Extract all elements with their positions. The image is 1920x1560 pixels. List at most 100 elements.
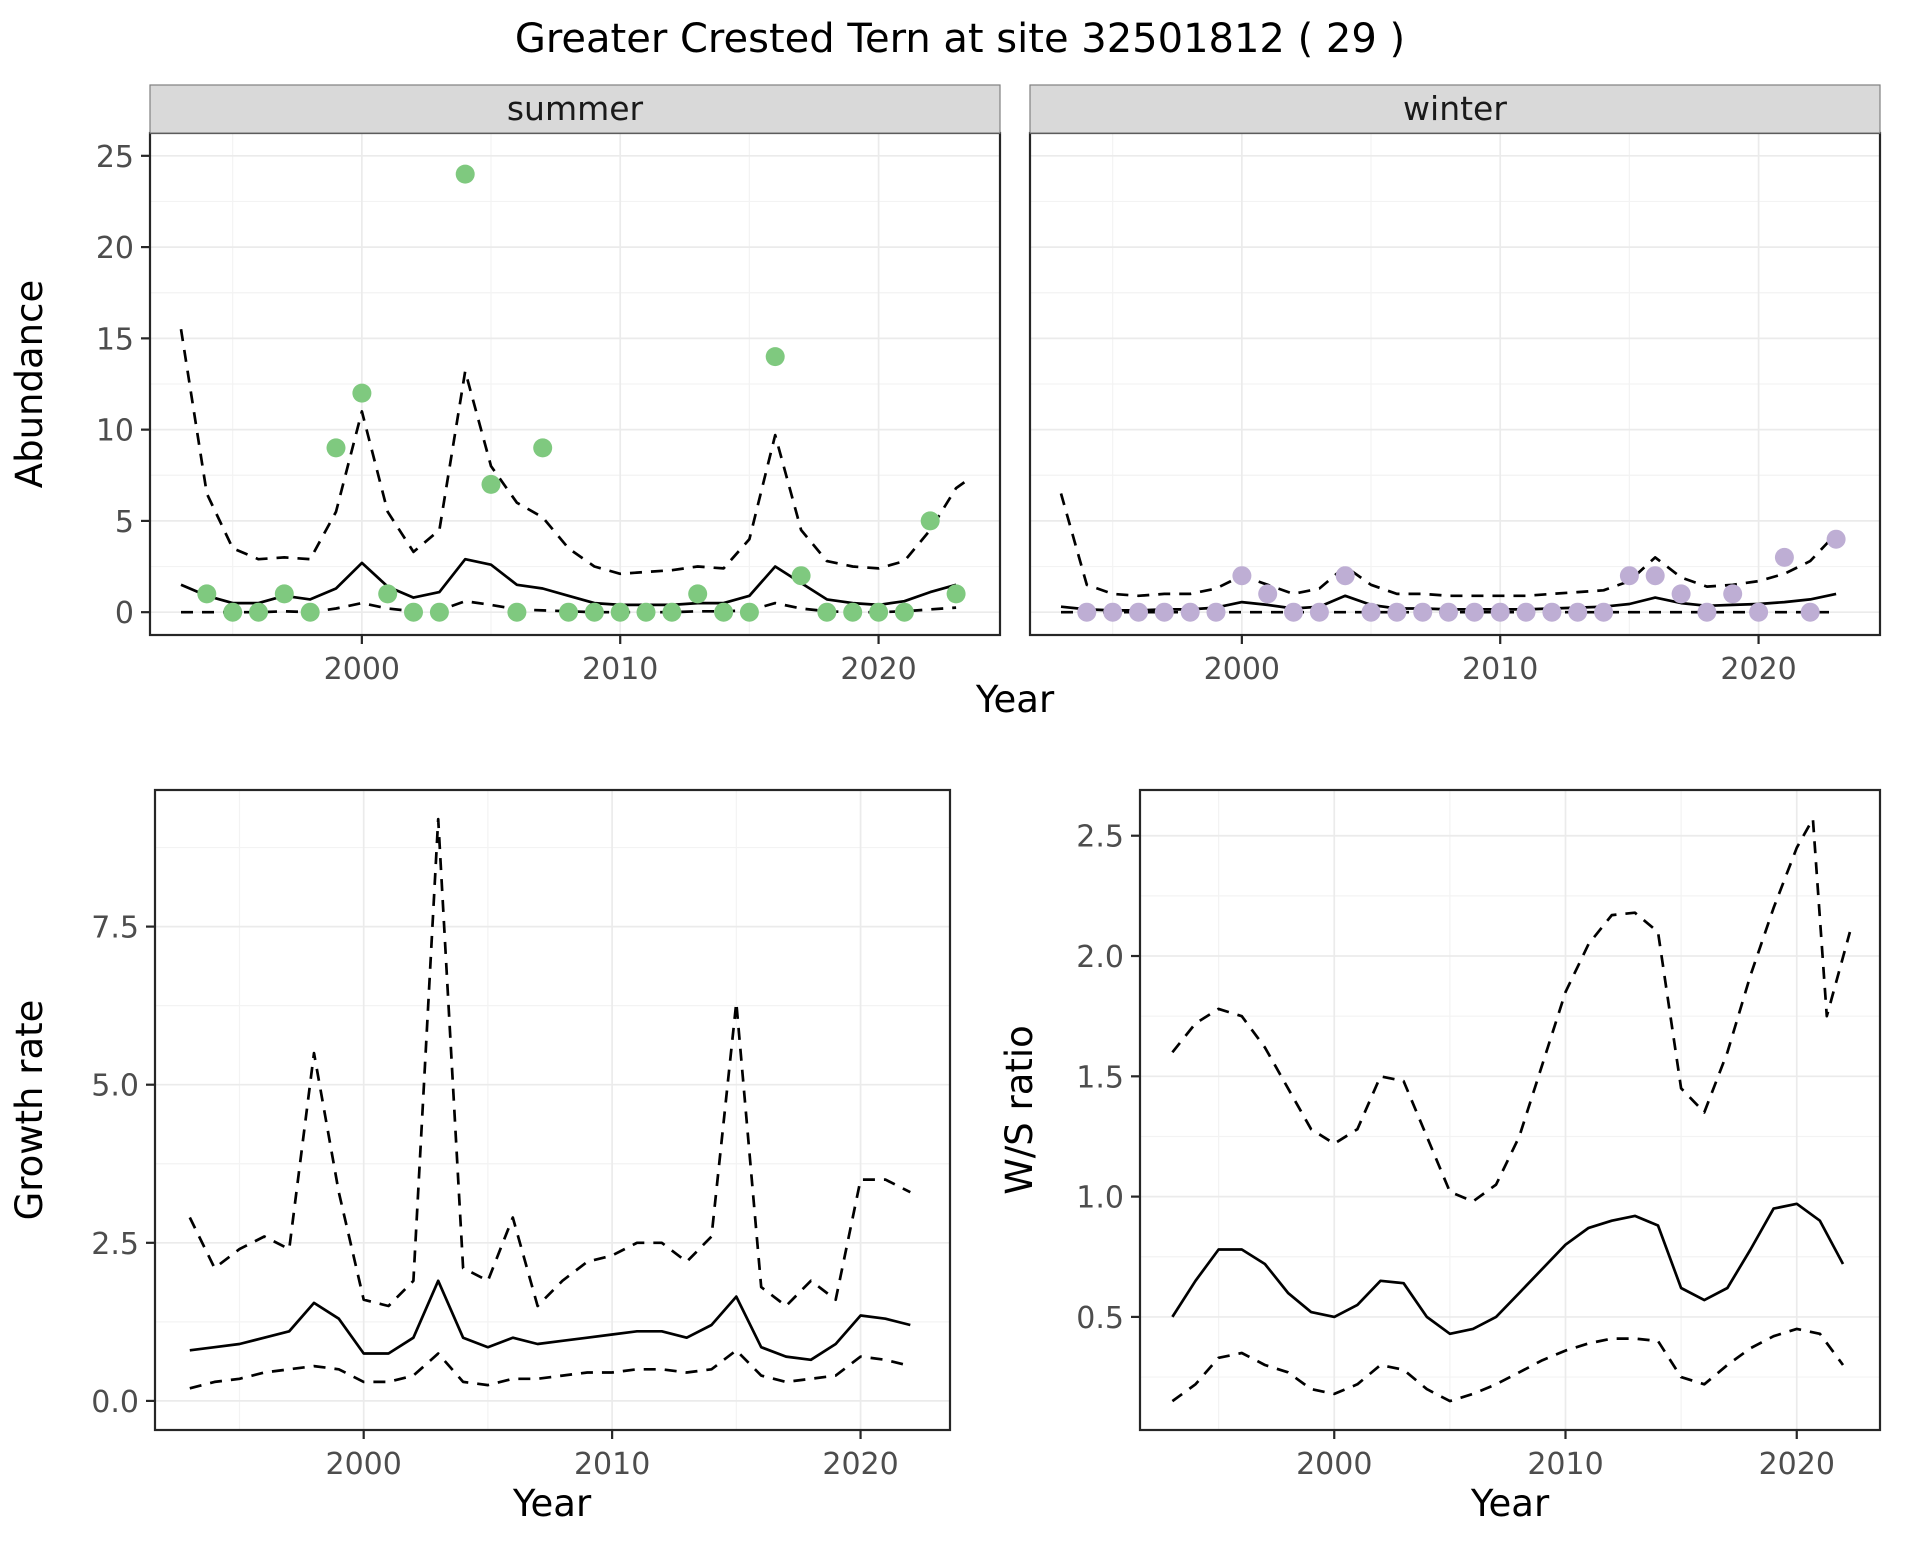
- ci-upper-line: [1059, 493, 1838, 598]
- panel-background: [155, 790, 950, 1430]
- data-point: [1619, 566, 1639, 586]
- data-point: [610, 602, 630, 622]
- data-point: [429, 602, 449, 622]
- x-tick-label: 2000: [326, 1447, 402, 1482]
- data-point: [714, 602, 734, 622]
- data-point: [1439, 602, 1458, 622]
- data-point: [1309, 602, 1329, 622]
- x-tick-label: 2000: [324, 652, 400, 687]
- data-point: [481, 474, 501, 494]
- data-point: [533, 438, 553, 458]
- data-point: [636, 602, 656, 622]
- observations: [197, 164, 966, 622]
- y-tick-label: 2.5: [1076, 820, 1124, 855]
- x-tick-label: 2020: [822, 1447, 898, 1482]
- x-tick-label: 2010: [574, 1447, 650, 1482]
- data-point: [559, 602, 578, 622]
- data-point: [662, 602, 682, 622]
- data-point: [300, 602, 320, 622]
- panel-summer: summer 2000 2010 2020 0 5 10 15 20 25: [96, 84, 1002, 687]
- series-group: [179, 164, 973, 622]
- panel: 2000 2010 2020 0.5 1.0 1.5 2.0 2.5: [1076, 788, 1882, 1482]
- data-point: [894, 602, 914, 622]
- series-group: [188, 817, 911, 1390]
- data-point: [197, 584, 217, 604]
- y-axis-label: Abundance: [8, 280, 51, 488]
- x-axis-label: Year: [512, 1482, 592, 1525]
- data-point: [1490, 602, 1510, 622]
- y-tick-label: 7.5: [91, 911, 139, 946]
- data-point: [1723, 584, 1743, 604]
- data-point: [739, 602, 759, 622]
- y-tick-label: 2.0: [1076, 940, 1124, 975]
- data-point: [1284, 602, 1303, 622]
- fit-line: [1171, 1202, 1845, 1336]
- facet-strip: [149, 84, 1001, 134]
- y-tick-label: 1.5: [1076, 1060, 1124, 1095]
- data-point: [1671, 584, 1691, 604]
- facet-strip-label: summer: [507, 89, 644, 128]
- y-tick-label: 0.0: [91, 1385, 139, 1420]
- y-tick-label: 25: [96, 140, 134, 175]
- data-point: [920, 511, 940, 531]
- data-point: [1154, 602, 1174, 622]
- ci-upper-line: [1171, 817, 1852, 1203]
- x-tick-label: 2000: [1204, 652, 1280, 687]
- data-point: [223, 602, 243, 622]
- data-point: [455, 164, 475, 184]
- data-point: [352, 383, 372, 403]
- figure-title: Greater Crested Tern at site 32501812 ( …: [515, 16, 1405, 62]
- y-tick-label: 1.0: [1076, 1181, 1124, 1216]
- ci-lower-line: [189, 1348, 911, 1390]
- observations: [1077, 529, 1846, 622]
- data-point: [765, 347, 785, 367]
- panel-border: [1138, 788, 1882, 1432]
- x-tick-label: 2010: [582, 652, 658, 687]
- y-tick-label: 10: [96, 414, 134, 449]
- data-point: [688, 584, 708, 604]
- data-point: [1129, 602, 1148, 622]
- data-point: [1335, 566, 1355, 586]
- y-tick-label: 0: [115, 596, 134, 631]
- data-point: [1697, 602, 1717, 622]
- chart-abundance: summer 2000 2010 2020 0 5 10 15 20 25 winter 2000 20…: [8, 84, 1882, 721]
- x-tick-label: 2010: [1527, 1447, 1603, 1482]
- data-point: [249, 602, 268, 622]
- y-axis-label: Growth rate: [8, 1000, 51, 1221]
- panel: 2000 2010 2020 0.0 2.5 5.0 7.5: [91, 788, 952, 1482]
- ci-upper-line: [179, 328, 973, 576]
- data-point: [1361, 602, 1381, 622]
- x-tick-label: 2020: [840, 652, 916, 687]
- series-group: [1171, 817, 1852, 1403]
- data-point: [1594, 602, 1614, 622]
- x-tick-label: 2020: [1759, 1447, 1835, 1482]
- data-point: [1542, 602, 1562, 622]
- panel-winter: winter 2000 2010 2020: [1028, 84, 1882, 687]
- y-tick-label: 5: [115, 505, 134, 540]
- data-point: [1800, 602, 1820, 622]
- panel-background: [1140, 790, 1880, 1430]
- ci-upper-line: [188, 817, 911, 1308]
- y-tick-label: 20: [96, 231, 134, 266]
- y-tick-label: 2.5: [91, 1227, 139, 1262]
- panel-border: [153, 788, 952, 1432]
- data-point: [946, 584, 966, 604]
- series-group: [1059, 493, 1846, 622]
- data-point: [507, 602, 527, 622]
- data-point: [1206, 602, 1226, 622]
- x-axis-label: Year: [975, 678, 1055, 721]
- ci-lower-line: [1171, 1327, 1845, 1403]
- x-tick-label: 2010: [1462, 652, 1538, 687]
- data-point: [274, 584, 294, 604]
- data-point: [1232, 566, 1252, 586]
- fit-line: [180, 557, 957, 607]
- data-point: [817, 602, 837, 622]
- data-point: [1826, 529, 1846, 549]
- data-point: [1568, 602, 1588, 622]
- data-point: [326, 438, 346, 458]
- y-axis-label: W/S ratio: [998, 1025, 1041, 1195]
- chart-ws-ratio: 2000 2010 2020 0.5 1.0 1.5 2.0 2.5 W/S ratio Year: [998, 788, 1882, 1525]
